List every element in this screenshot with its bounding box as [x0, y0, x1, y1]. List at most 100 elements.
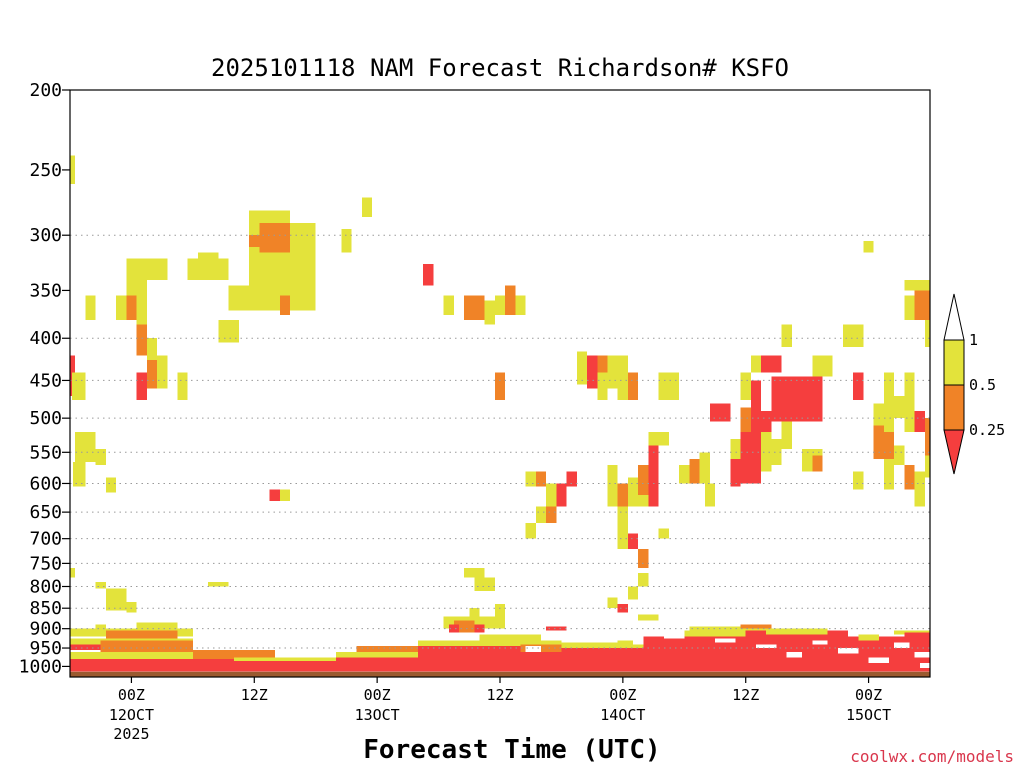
y-tick-label: 350 [29, 280, 62, 301]
y-tick-label: 900 [29, 619, 62, 640]
x-axis-label: Forecast Time (UTC) [363, 735, 660, 765]
richardson-cell-yellow [914, 471, 925, 507]
richardson-cell-yellow [136, 280, 147, 325]
richardson-cell-yellow [116, 295, 127, 320]
richardson-cell-orange [279, 295, 291, 316]
richardson-cell-yellow [105, 477, 117, 493]
x-tick-date: 12OCT [109, 706, 154, 724]
richardson-cell-yellow [126, 258, 137, 296]
richardson-cell-red [730, 458, 741, 487]
richardson-cell-yellow [658, 528, 669, 539]
richardson-cell-red [474, 624, 485, 633]
richardson-cell-red [627, 533, 639, 549]
richardson-cell-yellow [627, 586, 639, 600]
richardson-cell-orange [464, 295, 485, 320]
richardson-cell-yellow [704, 483, 715, 507]
richardson-cell-yellow [812, 355, 833, 377]
richardson-cell-orange [812, 455, 823, 472]
richardson-cell-yellow [627, 477, 639, 507]
y-tick-label: 750 [29, 553, 62, 574]
richardson-cell-yellow [469, 608, 480, 621]
richardson-cell-yellow [525, 471, 536, 487]
richardson-cell-orange [924, 418, 930, 456]
x-tick-label: 00Z [364, 686, 391, 704]
richardson-cell-yellow [474, 577, 495, 591]
richardson-cell-yellow [126, 601, 137, 613]
low-level-gap [919, 662, 930, 669]
low-level-gap [525, 646, 541, 652]
richardson-cell-yellow [479, 634, 541, 641]
richardson-cell-red [336, 657, 419, 672]
richardson-cell-yellow [233, 657, 337, 662]
credit-text: coolwx.com/models [850, 747, 1014, 766]
y-tick-label: 250 [29, 160, 62, 181]
richardson-cell-yellow [546, 483, 557, 507]
x-tick-year: 2025 [113, 725, 149, 743]
richardson-cell-yellow [617, 506, 628, 549]
richardson-cell-red [761, 410, 772, 433]
x-tick-label: 12Z [241, 686, 268, 704]
legend-swatch [943, 339, 965, 386]
plot-gridlines [70, 234, 930, 649]
richardson-cell-orange [192, 649, 275, 660]
low-level-gap [914, 651, 930, 658]
low-level-gap [663, 634, 685, 639]
richardson-cell-red [269, 489, 280, 501]
low-level-gap [715, 638, 736, 643]
ground-layer [70, 671, 930, 677]
richardson-cell-yellow [197, 252, 219, 259]
richardson-cell-red [709, 403, 731, 422]
richardson-cell-yellow [842, 324, 864, 348]
richardson-cell-orange [740, 407, 751, 433]
color-legend: 1 0.5 0.25 [943, 293, 1005, 475]
y-tick-label: 850 [29, 598, 62, 619]
low-level-gap [837, 648, 859, 654]
richardson-cell-red [561, 648, 746, 672]
x-tick-label: 00Z [855, 686, 882, 704]
richardson-cell-yellow [136, 258, 168, 281]
y-tick-label: 600 [29, 473, 62, 494]
richardson-cell-orange [100, 640, 193, 652]
richardson-cell-yellow [638, 572, 649, 587]
richardson-cell-yellow [95, 624, 106, 631]
richardson-cell-orange [105, 630, 178, 639]
richardson-cell-yellow [105, 588, 127, 611]
richardson-cell-yellow [648, 432, 669, 446]
richardson-cell-yellow [781, 421, 792, 450]
richardson-cell-red [566, 471, 577, 487]
richardson-cell-red [745, 630, 849, 672]
richardson-cell-yellow [73, 461, 86, 487]
richardson-cell-orange [546, 506, 557, 523]
richardson-cell-yellow [924, 319, 930, 348]
richardson-cell-yellow [730, 439, 741, 459]
richardson-cell-red [740, 432, 751, 484]
richardson-cell-yellow [218, 319, 239, 343]
richardson-cell-red [136, 372, 147, 400]
low-level-gap [755, 644, 777, 649]
richardson-cell-yellow [464, 568, 485, 578]
ground-band [70, 671, 930, 677]
richardson-cell-orange [535, 471, 547, 487]
richardson-cell-yellow [484, 300, 495, 325]
richardson-cell-yellow [684, 630, 746, 637]
richardson-cell-red [761, 355, 782, 373]
richardson-cell-yellow [781, 324, 792, 348]
richardson-cell-orange [873, 425, 895, 459]
richardson-cell-red [274, 661, 357, 672]
richardson-cell-red [587, 355, 598, 389]
y-axis: 200 250 300 350 400 450 500 550 600 650 700 7508008… [19, 80, 70, 677]
richardson-cell-yellow [894, 445, 905, 466]
richardson-cell-yellow [70, 155, 76, 184]
y-tick-label: 200 [29, 80, 62, 101]
low-level-gap [868, 657, 890, 663]
richardson-cell-yellow [187, 258, 229, 281]
richardson-cell-yellow [658, 372, 680, 400]
richardson-cell-yellow [617, 372, 628, 400]
richardson-cell-yellow [597, 372, 608, 400]
richardson-cell-yellow [535, 506, 547, 523]
richardson-cell-yellow [740, 372, 751, 400]
richardson-cell-yellow [85, 295, 96, 320]
